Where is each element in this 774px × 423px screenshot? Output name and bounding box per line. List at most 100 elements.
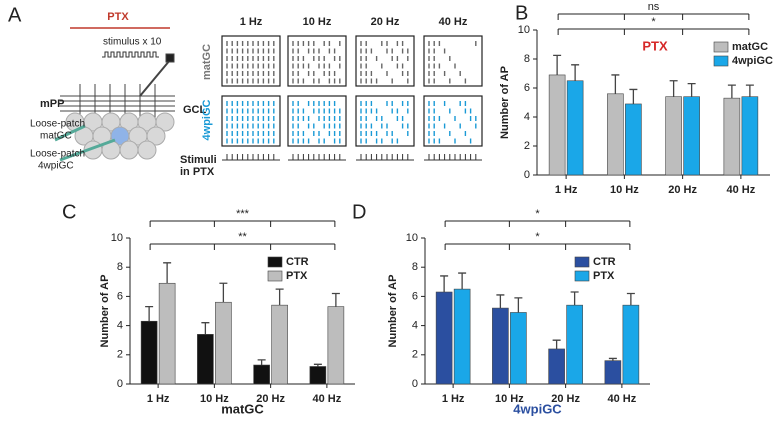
stimulus-train (356, 154, 414, 161)
error-bar (629, 88, 638, 104)
legend-swatch (713, 41, 729, 53)
y-tick-label: 4 (524, 111, 530, 123)
raster-box (423, 95, 483, 147)
electrode (54, 124, 86, 142)
legend-label: PTX (286, 270, 308, 282)
error-bar (608, 357, 617, 361)
x-tick-label: 10 Hz (610, 184, 639, 196)
x-tick-label: 20 Hz (256, 393, 285, 405)
y-axis-label: Number of AP (387, 275, 399, 348)
layer-label: GCL (183, 104, 207, 116)
x-tick-label: 10 Hz (200, 393, 229, 405)
legend-swatch (267, 256, 283, 268)
raster-box (287, 35, 347, 87)
y-tick-label: 10 (518, 24, 530, 36)
patch-label: matGC (40, 131, 72, 142)
stimulus-train (222, 154, 280, 161)
significance-label: *** (236, 208, 250, 220)
error-bar (219, 282, 228, 303)
error-bar (514, 297, 523, 313)
y-tick-label: 8 (412, 261, 418, 273)
panel-label: B (515, 2, 528, 24)
error-bar (611, 74, 620, 94)
significance-label: * (535, 231, 540, 243)
panel-label: D (352, 201, 366, 223)
error-bar (727, 84, 736, 99)
panel-a: A PTX stimulus x 10 mPP GCL Loose-patch … (8, 4, 483, 178)
patch-label: Loose-patch (30, 119, 85, 130)
significance-bracket (444, 220, 631, 227)
x-axis-label: 4wpiGC (513, 401, 562, 416)
x-tick-label: 40 Hz (313, 393, 342, 405)
row-label: 4wpiGC (201, 99, 213, 140)
bar (604, 360, 622, 385)
raster-box (355, 35, 415, 87)
bar (453, 288, 471, 385)
x-tick-label: 1 Hz (555, 184, 578, 196)
y-tick-label: 2 (412, 349, 418, 361)
error-bar (331, 292, 340, 307)
bar (625, 103, 642, 176)
bar (327, 306, 345, 385)
error-bar (745, 84, 754, 97)
bar (566, 80, 584, 176)
legend-label: 4wpiGC (732, 55, 773, 67)
significance-bracket (557, 13, 750, 20)
frequency-label: 20 Hz (371, 16, 400, 28)
error-bar (669, 80, 678, 97)
bar (683, 96, 700, 176)
significance-label: ** (238, 231, 247, 243)
legend-swatch (713, 55, 729, 67)
cells (65, 112, 175, 160)
x-tick-label: 40 Hz (727, 184, 756, 196)
significance-label: ns (648, 1, 660, 13)
treatment-label: PTX (107, 11, 129, 23)
error-bar (553, 54, 562, 75)
significance-label: * (535, 208, 540, 220)
significance-bracket (149, 243, 336, 250)
error-bar (201, 322, 210, 335)
bar (492, 307, 509, 385)
significance-bracket (444, 243, 631, 250)
bar (158, 282, 176, 385)
significance-bracket (557, 28, 750, 35)
bar (271, 304, 288, 385)
x-tick-label: 20 Hz (668, 184, 697, 196)
y-tick-label: 2 (524, 140, 530, 152)
y-tick-label: 8 (524, 53, 530, 65)
y-tick-label: 6 (412, 290, 418, 302)
y-axis-label: Number of AP (499, 66, 511, 139)
legend-swatch (574, 256, 590, 268)
stimulus-train (288, 154, 346, 161)
legend-label: matGC (732, 41, 768, 53)
y-tick-label: 8 (117, 261, 123, 273)
error-bar (275, 288, 284, 306)
y-tick-label: 0 (117, 378, 123, 390)
bar (197, 334, 214, 385)
bar (665, 96, 682, 176)
error-bar (440, 275, 449, 293)
pathway-label: mPP (40, 98, 64, 110)
charts: B Number of AP PTX 0 2 4 6 8 10 1 Hz 10 Hz 20 Hz 40 … (62, 1, 773, 417)
y-axis-label: Number of AP (99, 275, 111, 348)
x-tick-label: 20 Hz (551, 393, 580, 405)
error-bar (163, 262, 172, 284)
raster: 1 Hz 10 Hz 20 Hz 40 Hz (221, 16, 483, 161)
legend-swatch (267, 270, 283, 282)
legend-label: CTR (286, 256, 309, 268)
x-tick-label: 1 Hz (147, 393, 170, 405)
frequency-label: 1 Hz (240, 16, 263, 28)
error-bar (145, 305, 154, 322)
frequency-label: 10 Hz (303, 16, 332, 28)
y-tick-label: 4 (412, 320, 418, 332)
y-tick-label: 2 (117, 349, 123, 361)
frequency-label: 40 Hz (439, 16, 468, 28)
significance-bracket (149, 220, 336, 227)
stimulus-train (102, 51, 159, 58)
inset-label: PTX (642, 38, 668, 53)
stimuli-label: in PTX (180, 166, 215, 178)
legend-label: PTX (593, 270, 615, 282)
bar (741, 96, 759, 176)
x-tick-label: 10 Hz (495, 393, 524, 405)
